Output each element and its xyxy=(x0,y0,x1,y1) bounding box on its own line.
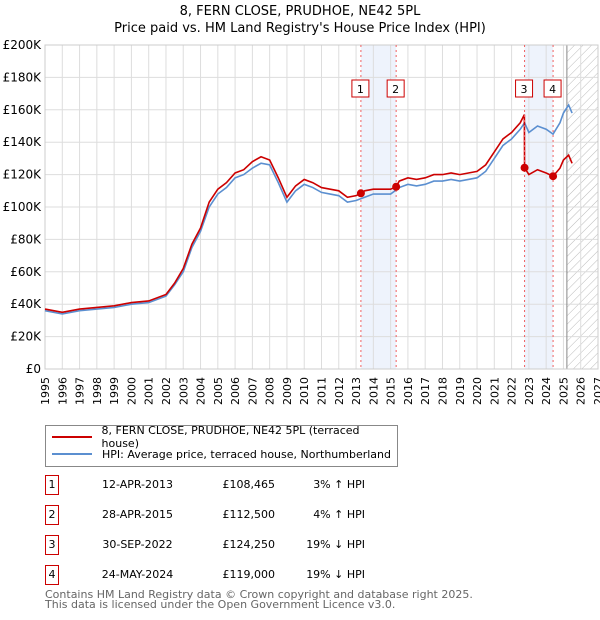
x-tick-label: 2016 xyxy=(402,377,415,405)
chart-legend: 8, FERN CLOSE, PRUDHOE, NE42 5PL (terrac… xyxy=(45,424,398,467)
x-tick-label: 2007 xyxy=(246,377,259,405)
sale-point xyxy=(520,163,529,172)
price-chart: 1 2 3 4 1995 1996 1997 1998 1999 2000 2001 2002 2003… xyxy=(3,38,600,405)
sale-label-box xyxy=(515,79,534,98)
sale-point xyxy=(392,182,401,191)
x-tick-label: 2023 xyxy=(523,377,536,405)
footer-licence: This data is licensed under the Open Gov… xyxy=(45,598,396,611)
y-tick-label: £0 xyxy=(26,362,41,376)
sale-number: 3 xyxy=(45,535,59,555)
x-tick-label: 1999 xyxy=(108,377,121,405)
property-price-line xyxy=(44,114,573,314)
y-tick-label: £140K xyxy=(3,135,43,149)
sale-label-box xyxy=(351,79,370,98)
x-tick-label: 2018 xyxy=(436,377,449,405)
sale-date: 24-MAY-2024 xyxy=(101,568,174,581)
sale-point xyxy=(356,189,365,198)
chart-title: 8, FERN CLOSE, PRUDHOE, NE42 5PL xyxy=(179,4,421,19)
sale-date: 30-SEP-2022 xyxy=(102,538,173,551)
hpi-line xyxy=(44,103,573,315)
y-tick-label: £160K xyxy=(3,103,43,117)
sale-label-box xyxy=(386,79,405,98)
y-tick-label: £180K xyxy=(3,70,43,84)
x-tick-label: 2003 xyxy=(177,377,190,405)
sale-price: £124,250 xyxy=(222,538,276,551)
y-tick-label: £120K xyxy=(3,168,43,182)
sale-label: 1 xyxy=(357,83,364,96)
x-tick-label: 2017 xyxy=(419,377,432,405)
sale-label-box xyxy=(543,79,562,98)
sale-label: 3 xyxy=(521,83,528,96)
sale-label: 2 xyxy=(392,83,399,96)
x-tick-label: 2015 xyxy=(385,377,398,405)
x-tick-label: 2010 xyxy=(298,377,311,405)
x-tick-label: 2001 xyxy=(143,377,156,405)
x-tick-label: 2020 xyxy=(471,377,484,405)
x-tick-label: 1997 xyxy=(74,377,87,405)
x-tick-label: 2000 xyxy=(125,377,138,405)
legend-swatch-property xyxy=(52,436,92,438)
x-tick-label: 2013 xyxy=(350,377,363,405)
legend-swatch-hpi xyxy=(52,453,92,455)
y-tick-label: £80K xyxy=(10,232,42,246)
x-tick-label: 2014 xyxy=(367,377,380,405)
x-tick-label: 2002 xyxy=(160,377,173,405)
x-tick-label: 2019 xyxy=(454,377,467,405)
x-tick-label: 1995 xyxy=(39,377,52,405)
y-tick-label: £20K xyxy=(10,330,42,344)
sale-row: 4 24-MAY-2024 £119,000 19% ↓ HPI xyxy=(45,565,405,585)
legend-label-hpi: HPI: Average price, terraced house, Nort… xyxy=(102,447,391,461)
plot-frame xyxy=(44,44,599,370)
footer: Contains HM Land Registry data © Crown c… xyxy=(45,588,473,611)
sale-hpi: 3% ↑ HPI xyxy=(313,478,365,491)
x-tick-label: 2027 xyxy=(592,377,600,405)
x-tick-label: 2005 xyxy=(212,377,225,405)
y-tick-label: £100K xyxy=(3,200,43,214)
sale-number: 1 xyxy=(45,475,59,495)
y-tick-label: £60K xyxy=(10,265,42,279)
y-tick-label: £40K xyxy=(10,297,42,311)
chart-subtitle: Price paid vs. HM Land Registry's House … xyxy=(114,21,486,36)
sale-number: 2 xyxy=(45,505,59,525)
sale-hpi: 19% ↓ HPI xyxy=(306,538,365,551)
sale-date: 12-APR-2013 xyxy=(101,478,174,491)
x-tick-label: 2021 xyxy=(488,377,501,405)
x-tick-label: 2026 xyxy=(575,377,588,405)
sale-hpi: 4% ↑ HPI xyxy=(313,508,365,521)
x-tick-label: 2011 xyxy=(316,377,329,405)
footer-copyright: Contains HM Land Registry data © Crown c… xyxy=(45,588,473,601)
sale-price: £112,500 xyxy=(222,508,276,521)
x-tick-label: 2009 xyxy=(281,377,294,405)
x-tick-label: 2008 xyxy=(264,377,277,405)
sale-row: 2 28-APR-2015 £112,500 4% ↑ HPI xyxy=(45,505,405,525)
sale-point xyxy=(549,172,558,181)
sale-price: £119,000 xyxy=(222,568,276,581)
sale-row: 1 12-APR-2013 £108,465 3% ↑ HPI xyxy=(45,475,405,495)
x-tick-label: 2006 xyxy=(229,377,242,405)
x-tick-label: 1996 xyxy=(56,377,69,405)
sale-date: 28-APR-2015 xyxy=(101,508,174,521)
x-tick-label: 2004 xyxy=(195,377,208,405)
y-tick-label: £200K xyxy=(3,38,43,52)
x-tick-label: 2022 xyxy=(506,377,519,405)
sale-hpi: 19% ↓ HPI xyxy=(306,568,365,581)
x-tick-label: 2024 xyxy=(540,377,553,405)
x-tick-label: 2012 xyxy=(333,377,346,405)
sale-label: 4 xyxy=(549,83,556,96)
x-tick-label: 1998 xyxy=(91,377,104,405)
x-tick-label: 2025 xyxy=(557,377,570,405)
sale-price: £108,465 xyxy=(222,478,276,491)
sale-row: 3 30-SEP-2022 £124,250 19% ↓ HPI xyxy=(45,535,405,555)
legend-label-property: 8, FERN CLOSE, PRUDHOE, NE42 5PL (terrac… xyxy=(101,424,360,450)
sale-number: 4 xyxy=(45,565,59,585)
